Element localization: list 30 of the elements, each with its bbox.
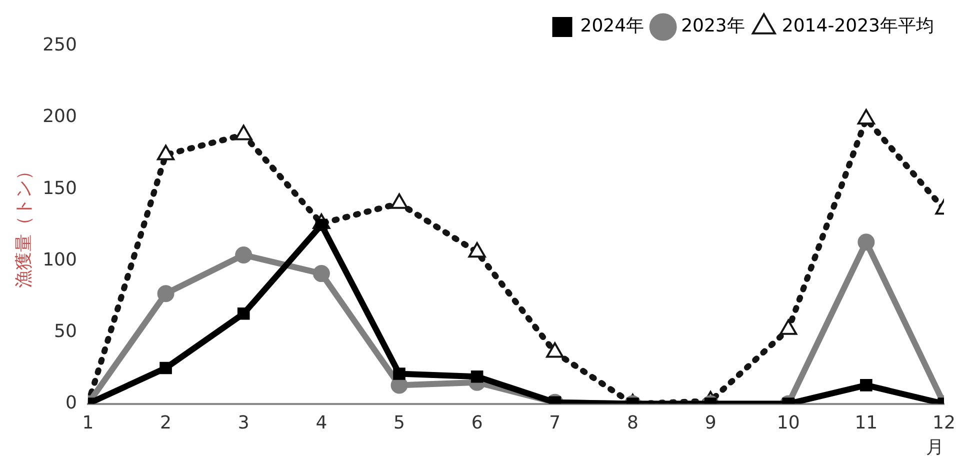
x-tick-label: 9 xyxy=(704,412,716,434)
x-tick-label: 2 xyxy=(160,412,172,434)
y-tick-label: 200 xyxy=(42,106,77,128)
x-tick-label: 1 xyxy=(82,412,94,434)
point xyxy=(468,242,486,258)
x-tick-label: 5 xyxy=(394,412,405,434)
x-tick-label: 7 xyxy=(549,412,561,434)
y-tick-label: 0 xyxy=(66,392,77,414)
point xyxy=(156,144,175,160)
y-tick-label: 100 xyxy=(42,249,77,270)
x-tick-label: 6 xyxy=(471,412,483,434)
point xyxy=(857,108,875,124)
legend-label: 2014-2023年平均 xyxy=(782,16,934,37)
y-axis-title: 漁獲量（トン） xyxy=(13,162,34,288)
x-tick-label: 3 xyxy=(238,412,250,434)
legend-label: 2024年 xyxy=(580,16,644,37)
point xyxy=(780,319,798,335)
x-tick-label: 10 xyxy=(776,412,800,434)
y-tick-label: 50 xyxy=(54,320,77,342)
x-tick-label: 12 xyxy=(932,412,956,434)
x-axis-title: 月 xyxy=(926,436,944,458)
point xyxy=(234,124,252,140)
x-tick-label: 8 xyxy=(626,412,638,434)
x-tick-label: 11 xyxy=(854,412,878,434)
legend-label: 2023年 xyxy=(681,16,745,37)
y-tick-label: 150 xyxy=(42,178,77,199)
point xyxy=(546,342,564,358)
x-tick-label: 4 xyxy=(316,412,328,434)
point xyxy=(390,193,408,209)
y-tick-label: 250 xyxy=(42,34,77,56)
